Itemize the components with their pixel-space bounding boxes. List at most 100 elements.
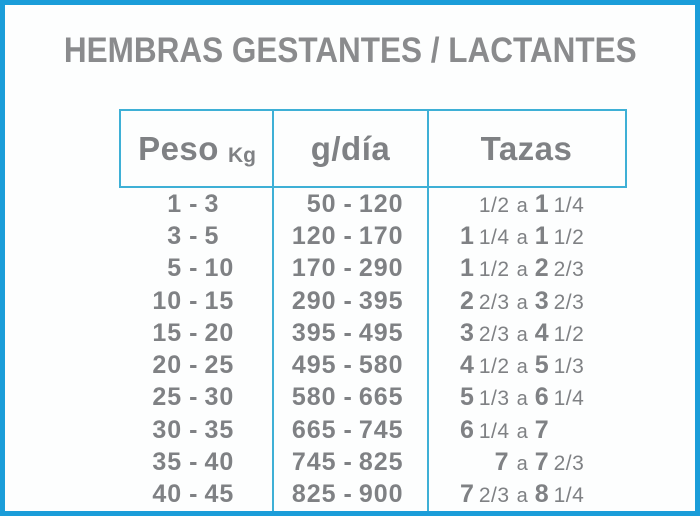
range-separator: - [189,480,198,509]
peso-cell: 30-35 [119,414,273,446]
gdia-cell: 395-495 [273,317,428,349]
tazas-cell: 1/2 a 1 1/4 [428,188,627,220]
value-range: 495-580 [273,351,428,380]
range-separator: a [516,291,528,314]
range-separator: - [189,448,198,477]
tazas-cell: 5 1/3 a 6 1/4 [428,382,627,414]
tazas-cell: 7 a 7 2/3 [428,446,627,478]
number-token: 3 [167,221,183,250]
range-separator: - [343,480,352,509]
tazas-cell: 1 1/2 a 2 2/3 [428,253,627,285]
number-token: 1 [534,221,550,250]
value-range: 4 1/2 a 5 1/3 [428,351,627,380]
column-divider-1 [272,109,274,511]
range-from: 2 2/3 [428,287,510,316]
range-from: 5 [119,254,182,283]
number-token: 170 [358,221,404,250]
peso-cell: 25-30 [119,382,273,414]
fraction-token: 1/4 [553,484,585,508]
value-range: 170-290 [273,254,428,283]
peso-cell: 20-25 [119,349,273,381]
number-token: 495 [291,351,337,380]
fraction-token: 1/4 [553,387,585,411]
page-title: HEMBRAS GESTANTES / LACTANTES [63,31,637,70]
value-range: 665-745 [273,416,428,445]
number-token: 170 [291,254,337,283]
peso-cell: 15-20 [119,317,273,349]
value-range: 2 2/3 a 3 2/3 [428,287,627,316]
peso-cell: 35-40 [119,446,273,478]
range-from: 20 [119,351,182,380]
number-token: 3 [204,189,220,218]
number-token: 10 [204,254,235,283]
gdia-cell: 665-745 [273,414,428,446]
range-to: 290 [359,254,428,283]
value-range: 6 1/4 a 7 [428,416,627,445]
range-to: 7 [535,416,627,445]
number-token: 395 [291,318,337,347]
value-range: 1-3 [119,190,273,219]
range-from: 1 1/2 [428,254,510,283]
number-token: 5 [204,221,220,250]
range-separator: - [189,415,198,444]
range-to: 8 1/4 [535,480,627,509]
peso-unit-label: Kg [227,143,256,167]
fraction-token: 1/3 [553,355,585,379]
range-to: 495 [359,319,428,348]
tazas-label: Tazas [480,129,573,167]
gdia-cell: 120-170 [273,220,428,252]
value-range: 3 2/3 a 4 1/2 [428,319,627,348]
value-range: 5 1/3 a 6 1/4 [428,383,627,412]
fraction-token: 2/3 [478,484,510,508]
range-from: 25 [119,383,182,412]
value-range: 1/2 a 1 1/4 [428,190,627,219]
range-separator: - [343,221,352,250]
number-token: 25 [152,383,183,412]
range-from: 1 1/4 [428,222,510,251]
range-from: 495 [273,351,337,380]
range-to: 5 [204,222,273,251]
fraction-token: 2/3 [553,290,585,314]
number-token: 45 [204,480,235,509]
table-header: Peso Kg g/día Tazas [119,109,627,188]
fraction-token: 1/2 [478,193,510,217]
number-token: 395 [358,286,404,315]
gdia-cell: 825-900 [273,479,428,511]
range-from: 35 [119,448,182,477]
range-separator: - [343,286,352,315]
value-range: 825-900 [273,480,428,509]
range-from: 3 [119,222,182,251]
value-range: 1 1/2 a 2 2/3 [428,254,627,283]
peso-label: Peso [138,129,219,167]
number-token: 5 [534,351,550,380]
number-token: 1 [534,189,550,218]
number-token: 6 [534,383,550,412]
value-range: 20-25 [119,351,273,380]
range-to: 395 [359,287,428,316]
range-from: 290 [273,287,337,316]
range-separator: - [189,351,198,380]
range-from: 395 [273,319,337,348]
gdia-cell: 50-120 [273,188,428,220]
number-token: 7 [494,448,510,477]
range-to: 10 [204,254,273,283]
value-range: 120-170 [273,222,428,251]
range-separator: - [189,286,198,315]
peso-cell: 1-3 [119,188,273,220]
range-from: 745 [273,448,337,477]
tazas-cell: 4 1/2 a 5 1/3 [428,349,627,381]
range-to: 170 [359,222,428,251]
fraction-token: 1/3 [478,387,510,411]
range-to: 6 1/4 [535,383,627,412]
number-token: 900 [358,480,404,509]
tazas-cell: 2 2/3 a 3 2/3 [428,285,627,317]
number-token: 25 [204,351,235,380]
range-to: 35 [204,416,273,445]
range-to: 3 [204,190,273,219]
range-separator: a [516,194,528,217]
range-to: 745 [359,416,428,445]
range-separator: - [189,318,198,347]
range-to: 5 1/3 [535,351,627,380]
number-token: 290 [291,286,337,315]
number-token: 30 [204,383,235,412]
